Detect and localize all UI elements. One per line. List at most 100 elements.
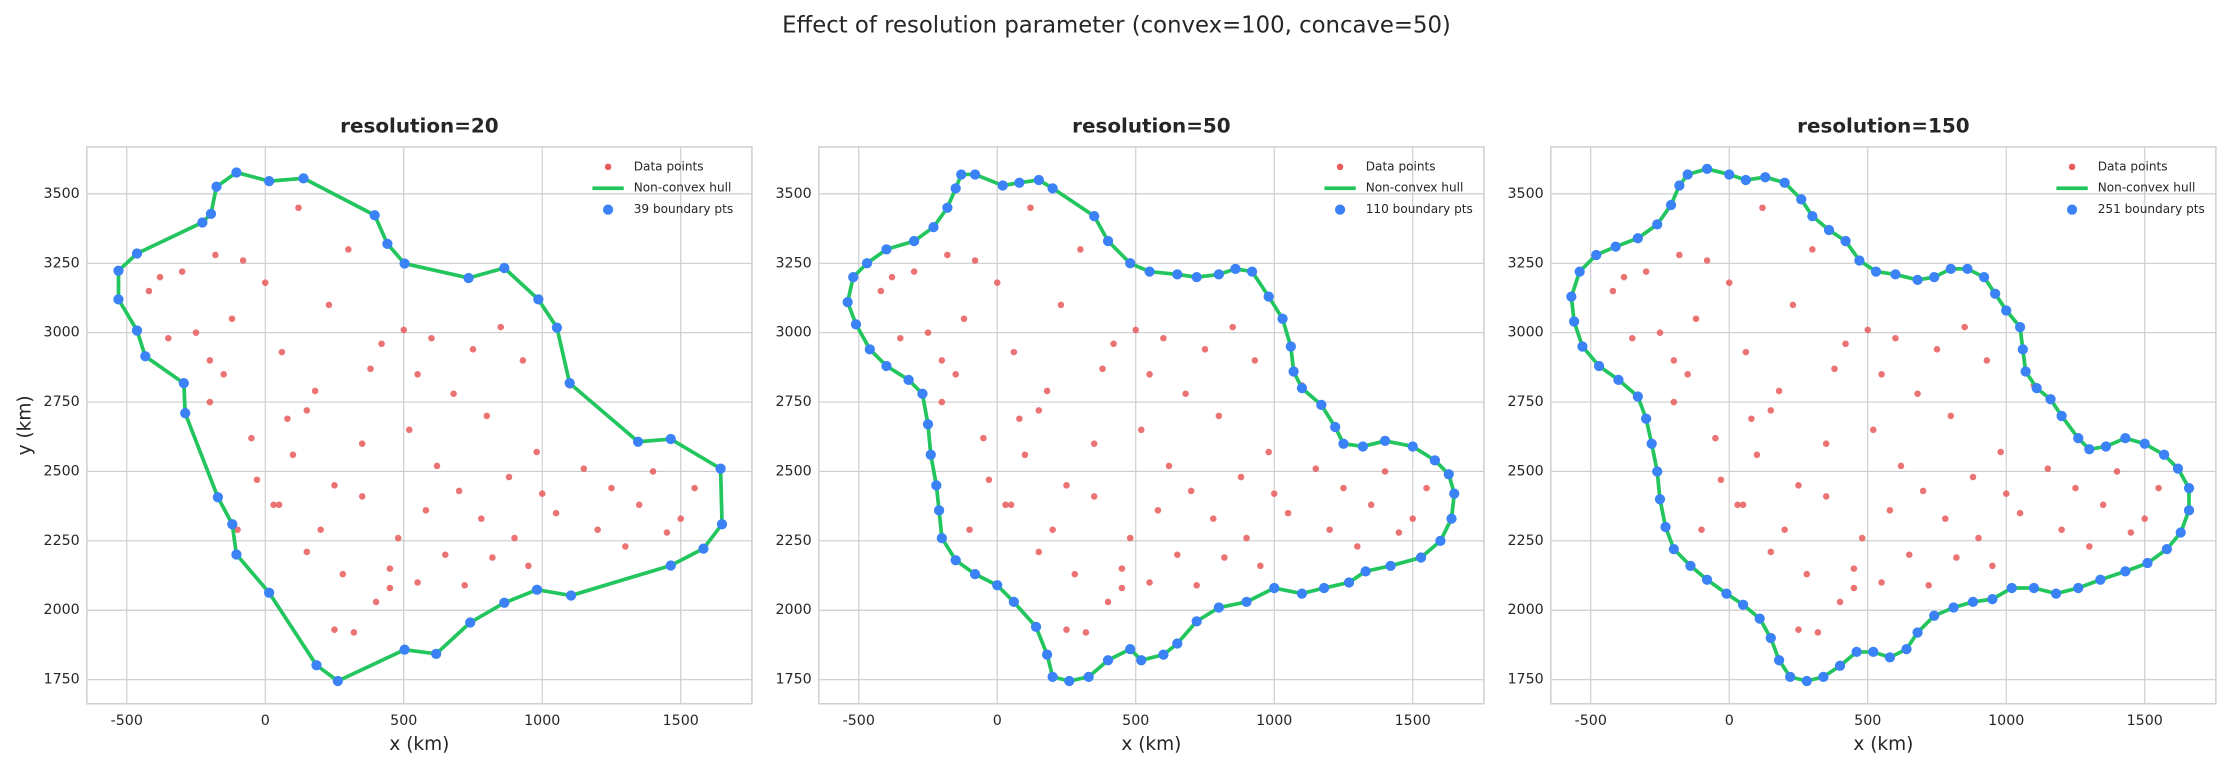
boundary-point bbox=[205, 208, 217, 219]
data-point bbox=[1775, 387, 1783, 395]
boundary-point bbox=[1701, 574, 1713, 585]
y-tick-label: 2750 bbox=[776, 394, 812, 410]
x-tick-label: 0 bbox=[1725, 713, 1734, 729]
data-point bbox=[519, 357, 527, 364]
data-point bbox=[952, 371, 959, 378]
data-point bbox=[1698, 526, 1705, 534]
data-point bbox=[1146, 579, 1153, 586]
data-point bbox=[1409, 515, 1417, 522]
boundary-point bbox=[1577, 341, 1588, 352]
x-tick-label: 0 bbox=[993, 713, 1002, 729]
boundary-point bbox=[2001, 305, 2012, 316]
data-point bbox=[145, 287, 153, 295]
data-point bbox=[339, 570, 347, 578]
hull-line bbox=[116, 170, 724, 683]
boundary-point bbox=[1724, 169, 1735, 180]
legend-label: Non-convex hull bbox=[2098, 181, 2196, 195]
boundary-point bbox=[1665, 199, 1677, 211]
data-point bbox=[1919, 487, 1927, 495]
panel: -500 0 500 1000 1500 1750 2000 2250 2500 2750 3000… bbox=[1507, 115, 2217, 755]
data-point bbox=[525, 562, 532, 570]
x-tick-label: -500 bbox=[111, 713, 143, 729]
data-point bbox=[1229, 323, 1236, 331]
data-point bbox=[1016, 415, 1023, 422]
boundary-point bbox=[2095, 574, 2106, 585]
boundary-point bbox=[2183, 482, 2195, 494]
y-tick-label: 3250 bbox=[776, 255, 812, 271]
boundary-point bbox=[1446, 513, 1457, 524]
boundary-point bbox=[848, 272, 859, 283]
data-point bbox=[2044, 465, 2052, 472]
boundary-point bbox=[1801, 675, 1812, 687]
boundary-point bbox=[264, 587, 275, 598]
data-point bbox=[1002, 501, 1009, 509]
data-point bbox=[406, 426, 413, 434]
boundary-point bbox=[1978, 272, 1990, 283]
boundary-point bbox=[211, 181, 222, 192]
data-point bbox=[1795, 626, 1802, 633]
data-point bbox=[938, 357, 946, 364]
boundary-point bbox=[180, 408, 191, 419]
boundary-point bbox=[1213, 602, 1224, 613]
data-point bbox=[1193, 581, 1200, 589]
data-point bbox=[372, 598, 380, 606]
boundary-point bbox=[1990, 288, 2001, 299]
boundary-point bbox=[1796, 194, 1807, 205]
data-point bbox=[1090, 493, 1098, 500]
boundary-point bbox=[2045, 394, 2056, 405]
data-point bbox=[993, 279, 1001, 286]
boundary-point bbox=[1868, 646, 1879, 658]
plot-area bbox=[1550, 146, 2216, 704]
x-tick-label: 500 bbox=[1122, 713, 1149, 729]
boundary-point bbox=[1779, 177, 1790, 188]
data-point bbox=[538, 490, 546, 497]
data-point bbox=[1381, 468, 1389, 475]
boundary-point bbox=[917, 388, 928, 399]
boundary-point bbox=[1754, 613, 1765, 624]
boundary-point bbox=[1851, 646, 1862, 658]
data-point bbox=[888, 273, 896, 281]
data-point bbox=[270, 501, 277, 509]
frame bbox=[86, 146, 753, 705]
boundary-point bbox=[1429, 455, 1441, 466]
data-point bbox=[980, 434, 987, 442]
boundary-point bbox=[431, 648, 442, 659]
boundary-point bbox=[1136, 655, 1147, 666]
boundary-point bbox=[2120, 433, 2131, 444]
boundary-point bbox=[531, 584, 543, 595]
data-point bbox=[1753, 451, 1761, 459]
boundary-point bbox=[1632, 233, 1643, 244]
frame bbox=[1550, 146, 2217, 705]
boundary-point bbox=[227, 519, 238, 530]
y-tick-label: 3000 bbox=[44, 325, 80, 341]
y-tick-label: 2750 bbox=[44, 394, 80, 410]
data-point bbox=[378, 340, 385, 348]
data-point bbox=[594, 526, 601, 534]
data-point bbox=[1822, 440, 1830, 447]
data-point bbox=[1354, 543, 1361, 550]
data-point bbox=[1132, 326, 1140, 334]
data-point bbox=[2002, 490, 2010, 497]
boundary-point bbox=[1901, 643, 1912, 655]
data-point bbox=[622, 543, 629, 550]
data-point bbox=[261, 279, 269, 286]
data-point bbox=[1110, 340, 1117, 348]
boundary-point bbox=[1191, 272, 1202, 283]
boundary-point bbox=[1041, 649, 1053, 660]
data-point bbox=[1165, 462, 1173, 470]
y-tick-label: 2000 bbox=[44, 602, 80, 618]
y-tick-label: 3250 bbox=[1507, 255, 1543, 271]
data-point bbox=[1174, 551, 1181, 559]
data-point bbox=[1925, 581, 1932, 589]
data-point bbox=[2155, 484, 2162, 492]
data-point bbox=[552, 509, 560, 517]
legend-marker bbox=[1336, 163, 1344, 171]
boundary-point bbox=[1213, 269, 1224, 280]
data-point bbox=[1878, 371, 1885, 378]
data-point bbox=[1692, 315, 1700, 323]
boundary-point bbox=[1765, 632, 1776, 644]
legend-label: Data points bbox=[1366, 159, 1436, 173]
data-point bbox=[497, 323, 504, 331]
data-point bbox=[1049, 526, 1056, 534]
data-point bbox=[1326, 526, 1333, 534]
